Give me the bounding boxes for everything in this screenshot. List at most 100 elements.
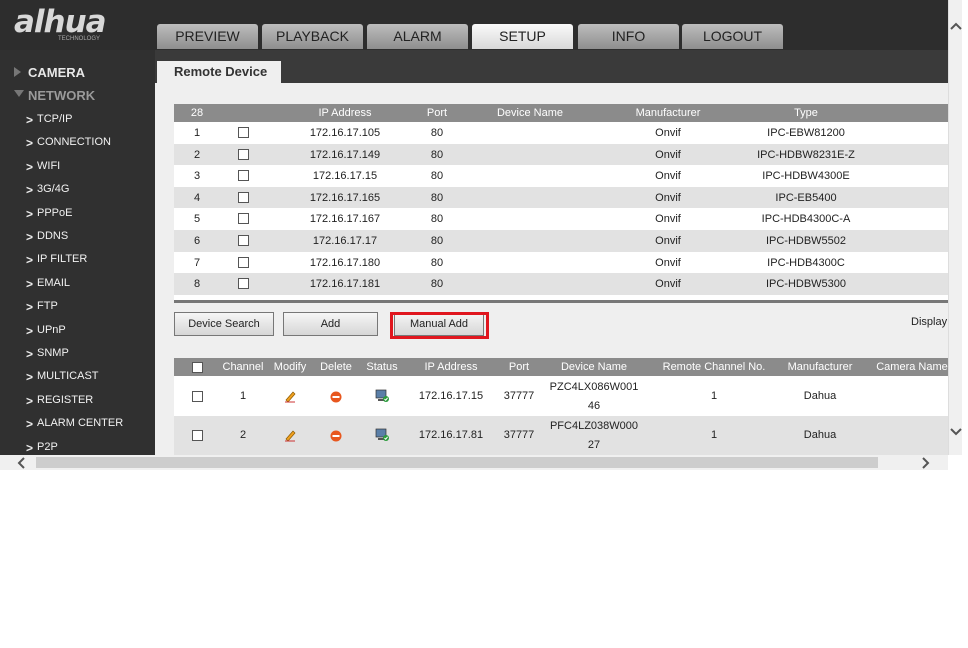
column-header: Manufacturer bbox=[787, 361, 853, 373]
cell: 1 bbox=[710, 429, 718, 441]
sidebar-item[interactable]: P2P bbox=[37, 440, 58, 453]
sidebar-item[interactable]: SNMP bbox=[37, 347, 69, 359]
table-row[interactable]: 7 172.16.17.180 80 Onvif IPC-HDB4300C bbox=[174, 251, 948, 274]
table-row[interactable]: 1 172.16.17.105 80 Onvif IPC-EBW81200 bbox=[174, 122, 948, 144]
sidebar-section[interactable]: NETWORK bbox=[28, 88, 96, 103]
cell: 3 bbox=[193, 170, 201, 183]
cell: Onvif bbox=[655, 256, 681, 269]
cell: IPC-HDBW5300 bbox=[765, 278, 847, 291]
search-table: 28 IP Address Port Device Name Manufacturer T… bbox=[174, 104, 948, 302]
cell: 2 bbox=[193, 148, 201, 161]
table-header bbox=[174, 104, 948, 122]
sidebar-section[interactable]: CAMERA bbox=[28, 65, 86, 80]
button[interactable]: Add bbox=[283, 312, 378, 336]
row-checkbox[interactable] bbox=[192, 391, 203, 402]
nav-tab[interactable]: ALARM bbox=[367, 24, 468, 49]
cell: 7 bbox=[193, 256, 201, 269]
row-checkbox[interactable] bbox=[238, 191, 249, 203]
table-row[interactable]: 1 172.16.17.15 37777 1 Dahua PZC4LX086W001 46 bbox=[174, 377, 948, 416]
scroll-thumb[interactable] bbox=[36, 457, 878, 468]
sidebar-item[interactable]: CONNECTION bbox=[37, 136, 111, 149]
cell: 172.16.17.17 bbox=[312, 235, 378, 247]
row-checkbox[interactable] bbox=[238, 127, 249, 138]
nav-tab[interactable]: PREVIEW bbox=[157, 24, 258, 49]
table-header bbox=[174, 358, 948, 376]
sidebar-chevron: > bbox=[26, 113, 34, 127]
sidebar-chevron: > bbox=[26, 230, 34, 244]
column-header: Channel bbox=[222, 361, 264, 373]
column-header: Manufacturer bbox=[635, 107, 701, 119]
sidebar-item[interactable]: TCP/IP bbox=[37, 113, 73, 125]
added-table: Channel Modify Delete Status IP Address Port D… bbox=[174, 358, 948, 455]
sidebar-chevron: > bbox=[26, 393, 34, 408]
nav-tab[interactable]: PLAYBACK bbox=[262, 24, 363, 49]
column-header: IP Address bbox=[424, 361, 478, 373]
sidebar-item[interactable]: UPnP bbox=[37, 323, 66, 336]
column-header: Delete bbox=[320, 361, 352, 373]
table-row[interactable]: 6 172.16.17.17 80 Onvif IPC-HDBW5502 bbox=[174, 230, 948, 252]
sidebar-item[interactable]: MULTICAST bbox=[37, 370, 99, 383]
sidebar-item[interactable]: REGISTER bbox=[37, 393, 94, 406]
sidebar-chevron: > bbox=[26, 370, 34, 385]
vertical-scrollbar[interactable] bbox=[948, 0, 962, 455]
cell: 2 bbox=[239, 429, 247, 441]
cell: 80 bbox=[430, 148, 444, 161]
row-checkbox[interactable] bbox=[238, 213, 249, 225]
sidebar-chevron: > bbox=[26, 136, 34, 151]
cell: 172.16.17.15 bbox=[312, 170, 378, 183]
sidebar-chevron: > bbox=[26, 347, 34, 361]
modify-icon[interactable] bbox=[283, 389, 297, 403]
row-checkbox[interactable] bbox=[238, 235, 249, 246]
row-checkbox[interactable] bbox=[238, 256, 249, 268]
horizontal-scrollbar[interactable] bbox=[0, 455, 948, 470]
sidebar-item[interactable]: DDNS bbox=[37, 230, 69, 242]
column-header: Camera Name bbox=[876, 361, 948, 373]
nav-tab[interactable]: SETUP bbox=[472, 24, 573, 49]
sidebar-item[interactable]: 3G/4G bbox=[37, 183, 70, 196]
cell: 172.16.17.180 bbox=[309, 256, 381, 269]
cell: 5 bbox=[193, 213, 201, 226]
scroll-left[interactable] bbox=[16, 457, 26, 469]
cell: IPC-HDB4300C-A bbox=[761, 213, 851, 226]
section-arrow bbox=[14, 90, 24, 97]
button[interactable]: Manual Add bbox=[394, 312, 484, 336]
status-icon bbox=[375, 389, 389, 403]
cell: 27 bbox=[587, 439, 601, 451]
table-row[interactable]: 4 172.16.17.165 80 Onvif IPC-EB5400 bbox=[174, 186, 948, 209]
nav-tab[interactable]: INFO bbox=[578, 24, 679, 49]
cell: 172.16.17.165 bbox=[309, 191, 381, 204]
modify-icon[interactable] bbox=[283, 428, 297, 442]
delete-icon[interactable] bbox=[330, 429, 342, 442]
row-checkbox[interactable] bbox=[238, 278, 249, 290]
sidebar-item[interactable]: ALARM CENTER bbox=[37, 417, 124, 430]
cell: 80 bbox=[430, 213, 444, 226]
sidebar-item[interactable]: EMAIL bbox=[37, 276, 71, 289]
row-checkbox[interactable] bbox=[238, 170, 249, 182]
header-checkbox[interactable] bbox=[192, 362, 203, 373]
sidebar-item[interactable]: FTP bbox=[37, 300, 58, 313]
delete-icon[interactable] bbox=[330, 390, 342, 403]
cell: Onvif bbox=[655, 191, 681, 204]
table-row[interactable]: 5 172.16.17.167 80 Onvif IPC-HDB4300C-A bbox=[174, 208, 948, 230]
scroll-up[interactable] bbox=[950, 22, 962, 30]
cell: 172.16.17.181 bbox=[309, 278, 381, 291]
sidebar-item[interactable]: IP FILTER bbox=[37, 253, 88, 266]
table-row[interactable]: 2 172.16.17.81 37777 1 Dahua PFC4LZ038W000 27 bbox=[174, 416, 948, 455]
cell: Onvif bbox=[655, 213, 681, 226]
table-row[interactable]: 3 172.16.17.15 80 Onvif IPC-HDBW4300E bbox=[174, 165, 948, 187]
sidebar-chevron: > bbox=[26, 323, 34, 338]
row-checkbox[interactable] bbox=[192, 430, 203, 441]
column-header: Status bbox=[366, 361, 398, 373]
row-checkbox[interactable] bbox=[238, 148, 249, 160]
scroll-right[interactable] bbox=[921, 457, 931, 469]
table-row[interactable]: 8 172.16.17.181 80 Onvif IPC-HDBW5300 bbox=[174, 273, 948, 295]
sidebar-item[interactable]: WIFI bbox=[37, 159, 61, 172]
cell: Onvif bbox=[655, 170, 681, 183]
cell: 172.16.17.167 bbox=[309, 213, 381, 226]
nav-tab[interactable]: LOGOUT bbox=[682, 24, 783, 49]
table-row[interactable]: 2 172.16.17.149 80 Onvif IPC-HDBW8231E-Z bbox=[174, 143, 948, 166]
button[interactable]: Device Search bbox=[174, 312, 274, 336]
scroll-down[interactable] bbox=[950, 428, 962, 436]
sidebar-item[interactable]: PPPoE bbox=[37, 206, 73, 219]
status-icon bbox=[375, 428, 389, 442]
